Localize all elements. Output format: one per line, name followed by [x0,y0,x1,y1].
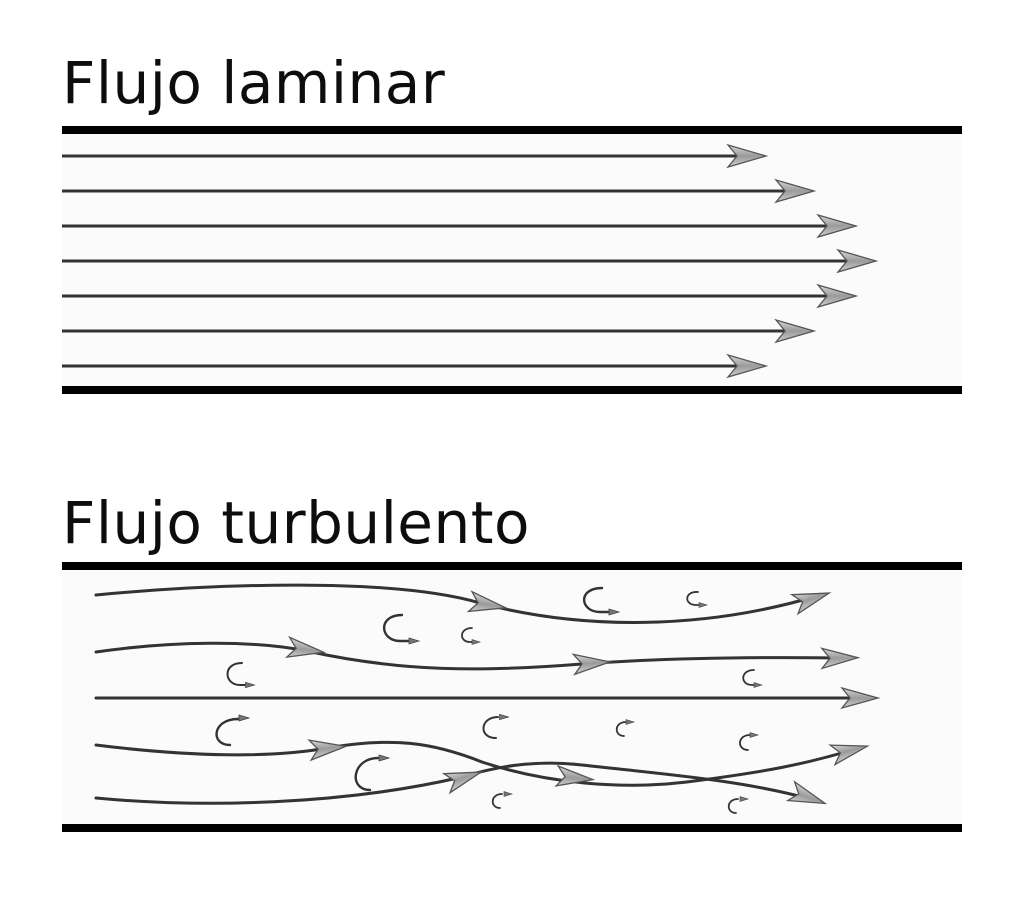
turbulent-streamline-1 [94,582,834,624]
arrowhead-icon [816,213,859,239]
arrowhead-icon [726,353,769,379]
arrowhead-icon [774,178,817,204]
arrowhead-icon [774,318,817,344]
curl-arrow-icon [354,754,390,792]
arrowhead-icon [816,283,859,309]
laminar-top-wall [62,126,962,134]
turbulent-streamline-5 [94,761,830,815]
laminar-streamline-1 [62,143,769,169]
curl-arrow-icon [742,669,763,688]
curl-arrow-icon [491,791,513,809]
eddies [215,586,763,814]
laminar-bottom-wall [62,386,962,394]
turbulent-flow-title: Flujo turbulento [62,489,530,557]
curl-arrow-icon [461,627,481,645]
curl-arrow-icon [383,613,420,645]
laminar-streamline-6 [62,318,817,344]
laminar-streamline-4 [62,248,879,274]
turbulent-streamline-3 [94,686,880,710]
curl-arrow-icon [686,591,708,608]
turbulent-bottom-wall [62,824,962,832]
curl-arrow-icon [739,732,759,751]
turbulent-top-wall [62,562,962,570]
curl-arrow-icon [615,719,635,737]
curl-arrow-icon [482,713,509,739]
turbulent-streamlines [94,582,880,815]
laminar-streamlines [62,143,879,379]
turbulent-streamline-4 [94,734,872,787]
curl-arrow-icon [226,662,255,689]
laminar-flow-svg [62,126,962,394]
turbulent-streamline-2 [94,635,860,676]
laminar-streamline-7 [62,353,769,379]
curl-arrow-icon [215,714,250,747]
laminar-flow-title: Flujo laminar [62,49,446,117]
arrowhead-icon [726,143,769,169]
laminar-streamline-3 [62,213,859,239]
laminar-streamline-5 [62,283,859,309]
curl-arrow-icon [583,586,620,616]
turbulent-flow-svg [62,562,962,832]
laminar-streamline-2 [62,178,817,204]
curl-arrow-icon [727,796,749,814]
laminar-flow-diagram [62,126,962,396]
turbulent-flow-diagram [62,562,962,834]
arrowhead-icon [836,248,879,274]
